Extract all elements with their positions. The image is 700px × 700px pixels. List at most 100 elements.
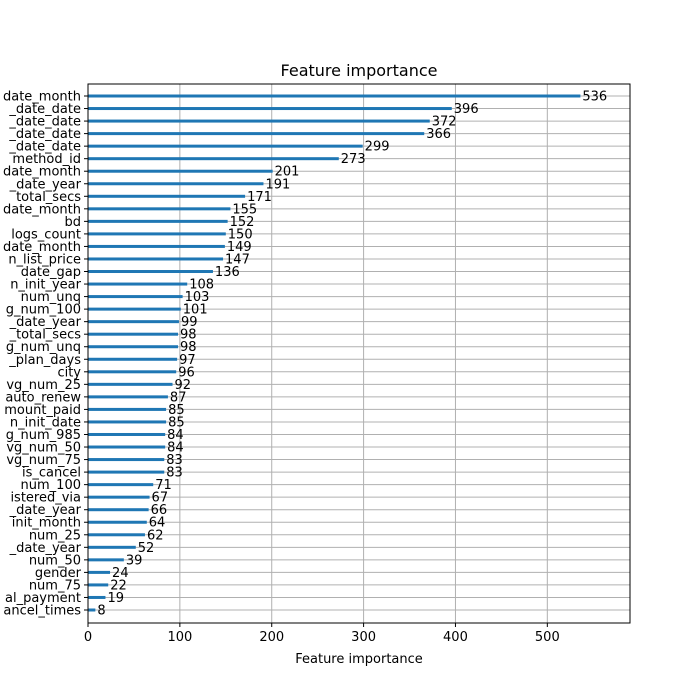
bar-5 bbox=[88, 157, 339, 161]
y-tick-label-18: _date_year bbox=[9, 315, 82, 330]
bar-36 bbox=[88, 545, 136, 549]
bar-value-label-30: 83 bbox=[166, 466, 183, 481]
bar-9 bbox=[88, 207, 231, 211]
y-tick-label-41: ancel_times bbox=[3, 604, 81, 619]
bar-value-label-7: 191 bbox=[265, 177, 290, 192]
bar-value-label-8: 171 bbox=[247, 190, 272, 205]
y-tick-label-29: vg_num_75 bbox=[6, 453, 81, 468]
y-tick-label-39: num_75 bbox=[29, 578, 81, 593]
y-tick-label-13: n_list_price bbox=[8, 252, 81, 267]
x-tick-label-3: 300 bbox=[351, 630, 376, 645]
bar-value-label-21: 97 bbox=[179, 353, 196, 368]
bar-3 bbox=[88, 132, 425, 136]
bar-value-label-41: 8 bbox=[97, 604, 105, 619]
bar-10 bbox=[88, 219, 228, 223]
bar-13 bbox=[88, 257, 224, 261]
y-tick-label-1: _date_date bbox=[8, 102, 81, 117]
bar-8 bbox=[88, 194, 246, 198]
bar-41 bbox=[88, 608, 96, 612]
bar-value-label-29: 83 bbox=[166, 453, 183, 468]
y-tick-label-10: bd bbox=[64, 215, 81, 230]
bar-value-labels: 5363963723662992732011911711551521501491… bbox=[97, 90, 607, 619]
y-tick-label-35: num_25 bbox=[29, 528, 81, 543]
y-tick-label-22: city bbox=[57, 365, 81, 380]
y-tick-label-8: total_secs bbox=[16, 190, 81, 205]
bar-4 bbox=[88, 144, 363, 148]
bar-value-label-38: 24 bbox=[112, 566, 129, 581]
y-tick-label-15: n_init_year bbox=[10, 278, 81, 293]
bar-26 bbox=[88, 420, 167, 424]
bar-value-label-26: 85 bbox=[168, 415, 185, 430]
y-tick-label-6: date_month bbox=[3, 165, 81, 180]
bar-1 bbox=[88, 107, 452, 111]
bar-15 bbox=[88, 282, 188, 286]
y-tick-label-34: init_month bbox=[12, 516, 81, 531]
x-tick-label-5: 500 bbox=[535, 630, 560, 645]
bar-value-label-37: 39 bbox=[126, 553, 143, 568]
y-tick-label-5: method_id bbox=[12, 152, 81, 167]
bar-31 bbox=[88, 483, 154, 487]
bar-23 bbox=[88, 382, 173, 386]
bar-32 bbox=[88, 495, 150, 499]
bar-value-label-19: 98 bbox=[180, 328, 197, 343]
bar-value-label-12: 149 bbox=[227, 240, 252, 255]
y-tick-label-2: _date_date bbox=[8, 115, 81, 130]
bar-22 bbox=[88, 370, 177, 374]
bar-value-label-0: 536 bbox=[582, 90, 607, 105]
bars bbox=[88, 94, 581, 612]
bar-value-label-27: 84 bbox=[167, 428, 184, 443]
bar-value-label-18: 99 bbox=[181, 315, 198, 330]
y-tick-label-28: vg_num_50 bbox=[6, 441, 81, 456]
y-tick-label-23: vg_num_25 bbox=[6, 378, 81, 393]
bar-value-label-24: 87 bbox=[170, 390, 187, 405]
bar-value-label-20: 98 bbox=[180, 340, 197, 355]
bar-34 bbox=[88, 520, 147, 524]
bar-21 bbox=[88, 357, 178, 361]
bar-30 bbox=[88, 470, 165, 474]
bar-value-label-10: 152 bbox=[230, 215, 255, 230]
bar-value-label-17: 101 bbox=[183, 303, 208, 318]
bar-6 bbox=[88, 169, 273, 173]
bar-value-label-34: 64 bbox=[149, 516, 166, 531]
bar-20 bbox=[88, 345, 179, 349]
bar-value-label-6: 201 bbox=[275, 165, 300, 180]
x-tick-label-4: 400 bbox=[443, 630, 468, 645]
bar-17 bbox=[88, 307, 181, 311]
bar-16 bbox=[88, 295, 183, 299]
y-tick-label-27: g_num_985 bbox=[6, 428, 81, 443]
y-tick-label-33: _date_year bbox=[9, 503, 82, 518]
bar-value-label-31: 71 bbox=[155, 478, 172, 493]
bar-value-label-15: 108 bbox=[189, 278, 214, 293]
y-tick-label-14: date_gap bbox=[21, 265, 81, 280]
bar-39 bbox=[88, 583, 109, 587]
y-tick-label-4: _date_date bbox=[8, 140, 81, 155]
bar-37 bbox=[88, 558, 124, 562]
bar-35 bbox=[88, 533, 145, 537]
y-tick-label-31: num_100 bbox=[21, 478, 81, 493]
y-tick-label-30: is_cancel bbox=[22, 466, 81, 481]
bar-value-label-14: 136 bbox=[215, 265, 240, 280]
y-tick-label-38: gender bbox=[35, 566, 82, 581]
bar-value-label-33: 66 bbox=[151, 503, 168, 518]
bar-value-label-1: 396 bbox=[454, 102, 479, 117]
bar-11 bbox=[88, 232, 226, 236]
x-axis-title: Feature importance bbox=[295, 652, 423, 667]
x-tick-label-1: 100 bbox=[167, 630, 192, 645]
bar-27 bbox=[88, 432, 166, 436]
bar-24 bbox=[88, 395, 168, 399]
bar-value-label-4: 299 bbox=[365, 140, 390, 155]
chart-title: Feature importance bbox=[281, 61, 438, 80]
y-tick-label-20: g_num_unq bbox=[6, 340, 81, 355]
y-tick-label-12: date_month bbox=[3, 240, 81, 255]
y-tick-label-24: auto_renew bbox=[5, 390, 81, 405]
bar-value-label-11: 150 bbox=[228, 227, 253, 242]
y-tick-label-21: _plan_days bbox=[8, 353, 81, 368]
bar-value-label-3: 366 bbox=[426, 127, 451, 142]
bar-19 bbox=[88, 332, 179, 336]
bar-12 bbox=[88, 244, 225, 248]
bar-28 bbox=[88, 445, 166, 449]
bar-value-label-23: 92 bbox=[175, 378, 192, 393]
bar-value-label-28: 84 bbox=[167, 441, 184, 456]
bar-7 bbox=[88, 182, 264, 186]
